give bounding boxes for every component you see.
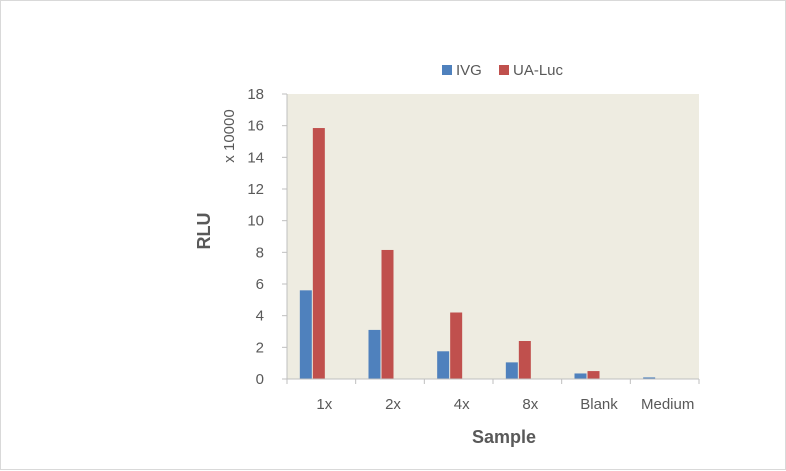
x-tick-label: 2x: [385, 396, 401, 413]
bar-ivg-medium: [643, 377, 656, 379]
bar-ua-luc-blank: [587, 371, 600, 379]
y-tick-label: 16: [247, 118, 264, 135]
bar-ivg-blank: [574, 373, 587, 379]
legend-label-ivg: IVG: [456, 62, 482, 79]
y-axis-unit: x 10000: [221, 109, 238, 162]
y-tick-label: 14: [247, 149, 264, 166]
y-tick-label: 2: [256, 339, 264, 356]
x-tick-label: 4x: [454, 396, 470, 413]
bar-ivg-2x: [368, 329, 381, 379]
legend-label-ua-luc: UA-Luc: [513, 62, 564, 79]
x-tick-label: 8x: [522, 396, 538, 413]
x-tick-label: Medium: [641, 396, 694, 413]
bar-ivg-8x: [505, 362, 518, 379]
plot-area: [287, 94, 699, 379]
bar-ua-luc-1x: [312, 128, 325, 379]
y-tick-label: 0: [256, 371, 264, 388]
y-tick-label: 10: [247, 213, 264, 230]
x-axis-title: Sample: [472, 427, 536, 447]
y-tick-label: 12: [247, 181, 264, 198]
bar-ua-luc-8x: [518, 341, 531, 379]
y-tick-label: 6: [256, 276, 264, 293]
bar-ua-luc-4x: [450, 312, 463, 379]
x-tick-label: Blank: [580, 396, 618, 413]
y-tick-label: 8: [256, 244, 264, 261]
y-tick-label: 4: [256, 308, 264, 325]
y-tick-label: 18: [247, 86, 264, 103]
legend-swatch-ua-luc: [499, 65, 509, 75]
bar-ivg-4x: [437, 351, 450, 379]
x-tick-label: 1x: [316, 396, 332, 413]
y-axis-title: RLU: [194, 213, 214, 250]
legend-swatch-ivg: [442, 65, 452, 75]
bar-ua-luc-2x: [381, 249, 394, 379]
bar-ivg-1x: [299, 290, 312, 379]
